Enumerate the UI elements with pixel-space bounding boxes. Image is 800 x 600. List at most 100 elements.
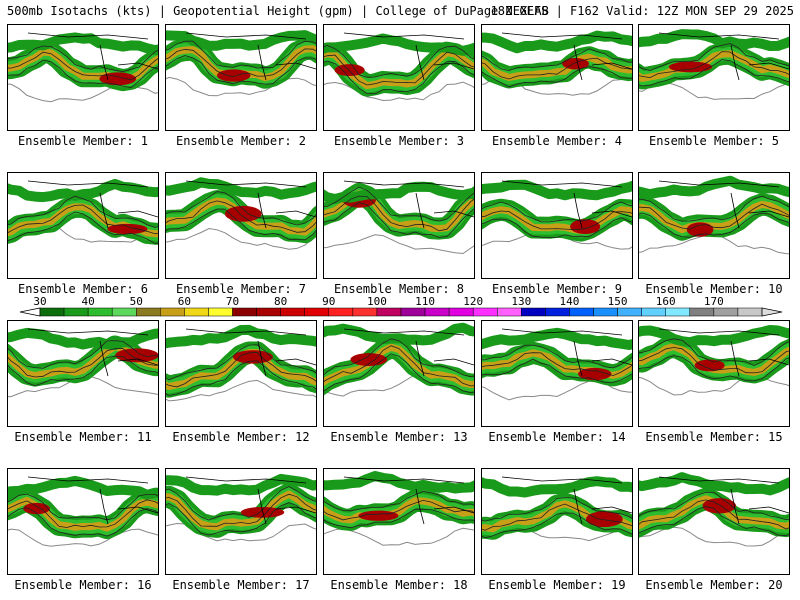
height-contour [482, 503, 632, 531]
coastline [343, 328, 474, 377]
colorbar-swatch [448, 307, 474, 317]
member-label: Ensemble Member: 11 [14, 430, 152, 444]
height-contour [166, 55, 316, 85]
member-label: Ensemble Member: 12 [172, 430, 310, 444]
height-contour [482, 497, 632, 522]
jet-max-core [334, 64, 365, 77]
ensemble-map-panel [7, 24, 159, 131]
jet-stream-map [639, 472, 789, 547]
isotach-band [324, 471, 474, 494]
jet-max-core [585, 511, 623, 528]
height-contour [166, 344, 316, 381]
colorbar-swatches [19, 307, 783, 317]
height-contour [639, 203, 789, 230]
colorbar-swatch [352, 307, 378, 317]
ensemble-map-panel [481, 24, 633, 131]
height-contour [324, 527, 474, 546]
isotach-band [639, 29, 789, 51]
isotach-band [482, 179, 632, 201]
jet-max-core [702, 498, 736, 514]
jet-stream-map [639, 175, 789, 255]
height-contour [166, 502, 316, 536]
height-contour [482, 380, 632, 401]
isotach-band [482, 206, 632, 235]
colorbar-swatch [39, 307, 65, 317]
colorbar-tick-label: 80 [274, 295, 288, 308]
ensemble-map-panel [323, 468, 475, 575]
height-contour [639, 506, 789, 537]
height-contour [8, 499, 158, 528]
coastline [501, 180, 632, 229]
colorbar-tick-label: 140 [559, 295, 580, 308]
height-contour [8, 528, 158, 547]
jet-max-core [668, 61, 713, 73]
height-contour [8, 51, 158, 81]
isotach-band [166, 473, 316, 496]
ensemble-map-panel [638, 172, 790, 279]
height-contour [166, 200, 316, 233]
height-contour [324, 345, 474, 387]
colorbar-arrow-right [761, 307, 783, 317]
colorbar-swatch [63, 307, 89, 317]
colorbar-swatch [136, 307, 161, 317]
height-contour [639, 195, 789, 222]
coastline [658, 328, 789, 377]
colorbar-swatch [376, 307, 402, 317]
height-contour [8, 507, 158, 537]
height-contour [482, 210, 632, 230]
isotach-band [8, 327, 158, 350]
height-contour [166, 227, 316, 250]
height-contour [8, 45, 158, 73]
ensemble-map-panel [323, 320, 475, 427]
colorbar-tick-label: 40 [81, 295, 95, 308]
height-contour [639, 338, 789, 367]
coastline [343, 180, 474, 229]
colorbar-tick-label: 150 [607, 295, 628, 308]
jet-stream-map [324, 322, 474, 397]
member-label: Ensemble Member: 17 [172, 578, 310, 592]
ensemble-map-panel [481, 172, 633, 279]
height-contour [324, 81, 474, 102]
isotach-band [8, 48, 158, 84]
height-contour [8, 211, 158, 244]
coastline [185, 328, 316, 377]
height-contour [324, 353, 474, 394]
ensemble-map-panel [638, 468, 790, 575]
height-contour [324, 186, 474, 222]
coastline [27, 32, 158, 81]
height-contour [639, 347, 789, 374]
jet-max-core [216, 69, 251, 82]
jet-max-core [107, 223, 148, 235]
ensemble-map-panel [165, 468, 317, 575]
coastline [185, 180, 316, 229]
jet-stream-map [8, 327, 158, 398]
jet-stream-map [639, 29, 789, 100]
coastline [501, 328, 632, 377]
height-contour [482, 344, 632, 369]
height-contour [482, 512, 632, 539]
jet-max-core [23, 502, 50, 515]
coastline [658, 476, 789, 525]
ensemble-map-panel [323, 172, 475, 279]
colorbar-swatch [160, 307, 185, 317]
chart-title: 500mb Isotachs (kts) | Geopotential Heig… [7, 4, 549, 18]
member-label: Ensemble Member: 6 [17, 282, 149, 296]
colorbar-swatch [472, 307, 498, 317]
height-contour [8, 355, 158, 387]
height-contour [166, 493, 316, 527]
isotach-band [166, 177, 316, 200]
height-contour [639, 491, 789, 521]
colorbar-tick-label: 160 [655, 295, 676, 308]
isotach-band [482, 53, 632, 81]
height-contour [639, 51, 789, 79]
jet-max-core [570, 219, 601, 235]
colorbar-swatch [497, 307, 522, 317]
ensemble-map-panel [481, 320, 633, 427]
height-contour [482, 358, 632, 383]
height-contour [166, 351, 316, 388]
coastline [343, 32, 474, 81]
height-contour [482, 48, 632, 72]
member-label: Ensemble Member: 3 [333, 134, 465, 148]
isotach-band [166, 324, 316, 349]
colorbar-tick-label: 170 [703, 295, 724, 308]
